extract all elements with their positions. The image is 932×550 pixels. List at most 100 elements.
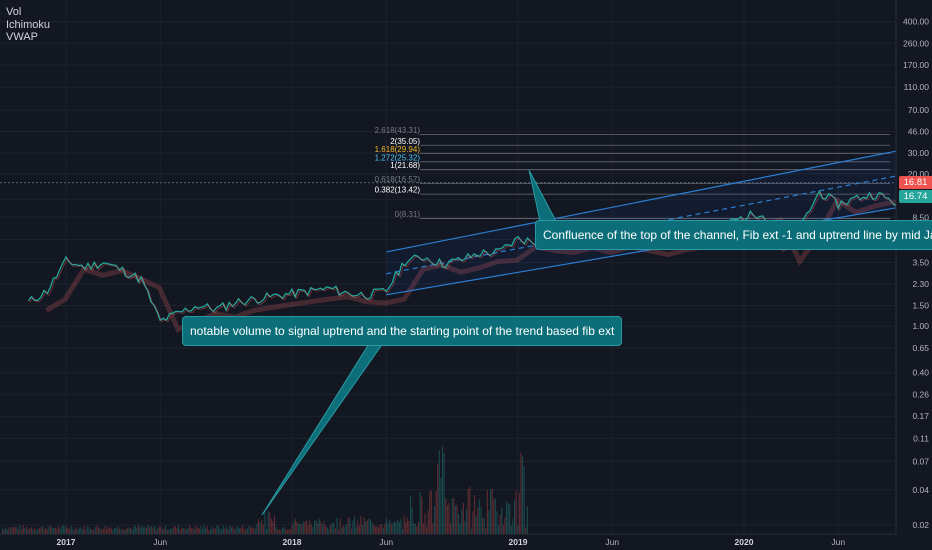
volume-bar xyxy=(213,528,215,534)
volume-bar xyxy=(13,527,15,534)
y-tick-label: 0.02 xyxy=(912,520,929,530)
volume-bar xyxy=(181,527,183,534)
volume-bar xyxy=(323,521,325,534)
time-axis: 2017Jun2018Jun2019Jun2020Jun2021Jun2022J… xyxy=(0,533,932,550)
volume-bar xyxy=(309,520,311,534)
volume-bar xyxy=(522,456,524,534)
volume-bar xyxy=(72,528,74,534)
volume-bar xyxy=(355,527,357,534)
volume-bar xyxy=(227,529,229,534)
volume-bar xyxy=(56,528,58,534)
volume-bar xyxy=(110,527,112,534)
legend-item-vwap[interactable]: VWAP xyxy=(6,31,38,43)
y-tick-label: 0.17 xyxy=(912,411,929,421)
volume-bar xyxy=(382,528,384,534)
x-tick-label: Jun xyxy=(379,537,393,547)
volume-bar xyxy=(493,499,495,534)
volume-bar xyxy=(398,522,400,534)
volume-bar xyxy=(178,525,180,534)
volume-bar xyxy=(14,526,16,534)
volume-bar xyxy=(179,529,181,534)
volume-bar xyxy=(118,528,120,534)
volume-bar xyxy=(307,525,309,534)
fib-level-label: 1.618(29.94) xyxy=(375,145,421,154)
volume-bar xyxy=(362,525,364,534)
volume-bar xyxy=(128,527,130,534)
volume-bar xyxy=(155,529,157,534)
volume-bar xyxy=(310,524,312,534)
volume-bar xyxy=(165,525,167,534)
volume-bar xyxy=(395,522,397,534)
annotation-callout-confluence[interactable]: Confluence of the top of the channel, Fi… xyxy=(535,220,932,250)
volume-bar xyxy=(50,525,52,534)
volume-bar xyxy=(45,527,47,534)
channel-upper-line xyxy=(386,143,932,253)
volume-bar xyxy=(112,529,114,534)
volume-bar xyxy=(421,496,423,534)
volume-bar xyxy=(504,517,506,534)
legend-item-vol[interactable]: Vol xyxy=(6,6,22,18)
volume-bar xyxy=(326,527,328,534)
x-tick-label: 2020 xyxy=(735,537,754,547)
fib-level-label: 0.618(16.57) xyxy=(375,175,421,184)
volume-bar xyxy=(226,527,228,534)
volume-bar xyxy=(69,528,71,534)
volume-bar xyxy=(150,526,152,534)
volume-bar xyxy=(123,529,125,534)
volume-bar xyxy=(120,529,122,534)
volume-bar xyxy=(197,527,199,534)
volume-bar xyxy=(346,524,348,534)
volume-bar xyxy=(166,529,168,534)
volume-bar xyxy=(248,525,250,534)
y-tick-label: 8.50 xyxy=(912,212,929,222)
volume-bar xyxy=(58,526,60,534)
volume-bar xyxy=(502,524,504,534)
volume-bar xyxy=(77,529,79,534)
volume-bar xyxy=(115,528,117,534)
volume-bar xyxy=(429,491,431,534)
volume-bar xyxy=(152,527,154,534)
volume-bar xyxy=(38,527,40,534)
volume-bar xyxy=(322,524,324,534)
volume-bar xyxy=(390,523,392,534)
volume-bar xyxy=(517,525,519,534)
volume-bar xyxy=(61,525,63,534)
volume-bar xyxy=(320,521,322,534)
volume-bar xyxy=(88,526,90,534)
volume-bar xyxy=(275,526,277,534)
volume-bar xyxy=(141,526,143,534)
volume-bar xyxy=(64,526,66,534)
volume-bar xyxy=(186,529,188,534)
volume-bar xyxy=(386,518,388,534)
volume-bar xyxy=(202,528,204,534)
volume-bar xyxy=(224,528,226,534)
volume-bar xyxy=(85,529,87,534)
volume-bar xyxy=(160,526,162,534)
volume-bar xyxy=(262,524,264,534)
volume-bar xyxy=(170,528,172,534)
volume-bar xyxy=(86,526,88,534)
volume-bar xyxy=(10,528,12,534)
volume-bar xyxy=(317,523,319,534)
volume-bar xyxy=(102,528,104,534)
legend-item-ichimoku[interactable]: Ichimoku xyxy=(6,18,51,31)
volume-bar xyxy=(154,525,156,534)
volume-bar xyxy=(83,525,85,534)
volume-bar xyxy=(470,528,472,534)
volume-bar xyxy=(221,529,223,534)
volume-bar xyxy=(168,529,170,534)
annotation-callout-volume[interactable]: notable volume to signal uptrend and the… xyxy=(182,316,623,346)
volume-bar xyxy=(272,520,274,534)
volume-bar xyxy=(374,526,376,534)
volume-bar xyxy=(130,527,132,534)
y-tick-label: 70.00 xyxy=(908,105,930,115)
volume-bar xyxy=(219,528,221,534)
volume-bar xyxy=(450,523,452,534)
volume-bar xyxy=(32,529,34,534)
volume-bar xyxy=(229,525,231,534)
volume-bar xyxy=(176,528,178,534)
volume-bar xyxy=(446,505,448,534)
volume-bar xyxy=(35,529,37,534)
volume-bar xyxy=(347,517,349,534)
